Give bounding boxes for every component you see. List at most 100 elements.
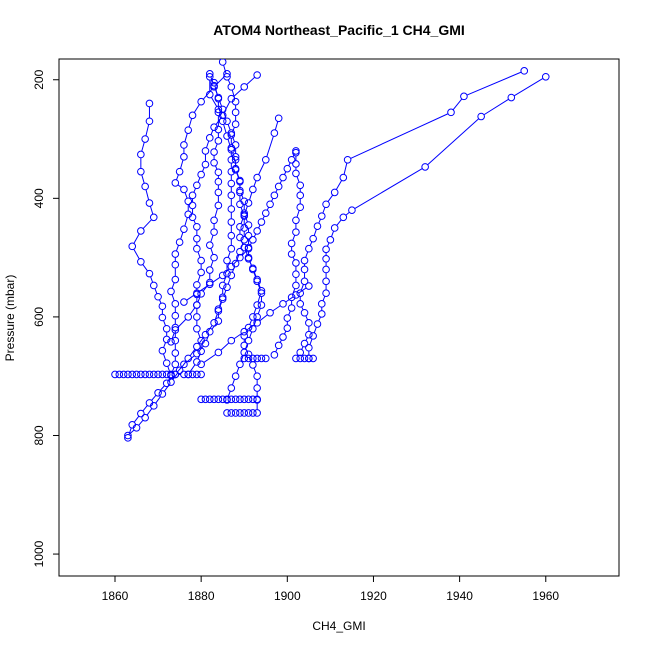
data-point bbox=[520, 67, 529, 75]
data-point bbox=[193, 244, 201, 253]
data-point bbox=[270, 191, 279, 200]
data-point bbox=[162, 370, 171, 379]
data-point bbox=[322, 277, 330, 286]
data-point bbox=[257, 218, 266, 226]
data-point bbox=[188, 370, 197, 379]
data-point bbox=[330, 224, 339, 232]
series-layer bbox=[111, 59, 550, 442]
data-point bbox=[158, 313, 167, 322]
data-point bbox=[313, 320, 322, 328]
data-point bbox=[214, 105, 223, 114]
series-line bbox=[130, 76, 245, 434]
data-point bbox=[447, 108, 455, 117]
data-point bbox=[197, 97, 205, 106]
data-point bbox=[231, 155, 240, 164]
data-point bbox=[309, 332, 317, 340]
data-point bbox=[197, 395, 205, 404]
data-point bbox=[240, 332, 249, 340]
data-point bbox=[296, 300, 305, 308]
series-12 bbox=[292, 354, 317, 363]
data-point bbox=[296, 181, 305, 190]
data-point bbox=[193, 289, 201, 297]
series-1 bbox=[124, 59, 240, 442]
data-point bbox=[141, 370, 149, 379]
data-point bbox=[171, 250, 180, 258]
data-point bbox=[149, 213, 158, 222]
data-point bbox=[274, 114, 283, 123]
data-point bbox=[240, 395, 249, 404]
data-point bbox=[231, 395, 240, 404]
data-point bbox=[167, 338, 175, 346]
data-point bbox=[201, 395, 210, 404]
data-point bbox=[305, 330, 313, 339]
series-line bbox=[189, 76, 256, 372]
data-point bbox=[188, 201, 197, 210]
data-point bbox=[218, 271, 227, 280]
series-line bbox=[186, 153, 295, 301]
data-point bbox=[154, 389, 162, 397]
data-point bbox=[292, 147, 300, 155]
data-point bbox=[236, 177, 244, 186]
data-point bbox=[283, 164, 292, 173]
data-point bbox=[149, 402, 158, 410]
series-5 bbox=[167, 70, 231, 379]
data-point bbox=[218, 117, 227, 126]
data-point bbox=[223, 283, 231, 292]
data-point bbox=[210, 158, 218, 167]
data-point bbox=[300, 354, 309, 363]
data-point bbox=[223, 132, 231, 140]
data-point bbox=[292, 259, 300, 267]
data-point bbox=[214, 188, 223, 197]
data-point bbox=[124, 431, 132, 440]
data-point bbox=[193, 281, 201, 289]
data-point bbox=[223, 409, 231, 417]
data-point bbox=[236, 247, 244, 256]
data-point bbox=[253, 319, 261, 327]
data-point bbox=[339, 213, 348, 222]
data-point bbox=[240, 327, 249, 336]
data-point bbox=[292, 270, 300, 279]
data-point bbox=[214, 94, 223, 103]
series-4 bbox=[128, 99, 175, 380]
data-point bbox=[210, 148, 218, 156]
data-point bbox=[218, 295, 227, 303]
series-13 bbox=[270, 148, 305, 359]
data-point bbox=[214, 317, 223, 325]
data-point bbox=[296, 289, 305, 297]
data-point bbox=[240, 197, 249, 206]
data-point bbox=[180, 225, 188, 233]
data-point bbox=[214, 348, 223, 357]
data-point bbox=[421, 163, 429, 171]
data-point bbox=[197, 268, 205, 277]
data-point bbox=[305, 319, 313, 327]
data-point bbox=[193, 349, 201, 358]
data-point bbox=[253, 173, 261, 182]
data-point bbox=[249, 324, 257, 333]
data-point bbox=[210, 83, 218, 91]
data-point bbox=[205, 395, 214, 404]
data-point bbox=[145, 269, 154, 278]
data-point bbox=[236, 233, 244, 242]
data-point bbox=[300, 308, 309, 317]
data-point bbox=[249, 236, 257, 244]
data-point bbox=[205, 280, 214, 289]
data-point bbox=[244, 231, 253, 240]
data-point bbox=[287, 250, 296, 258]
data-point bbox=[158, 302, 167, 311]
data-point bbox=[270, 351, 279, 359]
data-point bbox=[193, 358, 201, 366]
data-point bbox=[149, 370, 158, 379]
data-point bbox=[240, 341, 249, 350]
series-9 bbox=[223, 409, 257, 417]
data-point bbox=[460, 92, 468, 101]
data-point bbox=[244, 323, 253, 332]
data-point bbox=[236, 222, 244, 231]
data-point bbox=[218, 59, 227, 66]
data-point bbox=[317, 300, 326, 308]
chart-title: ATOM4 Northeast_Pacific_1 CH4_GMI bbox=[213, 22, 465, 38]
data-point bbox=[210, 228, 218, 236]
data-point bbox=[214, 307, 223, 315]
data-point bbox=[171, 326, 180, 334]
data-point bbox=[300, 339, 309, 348]
